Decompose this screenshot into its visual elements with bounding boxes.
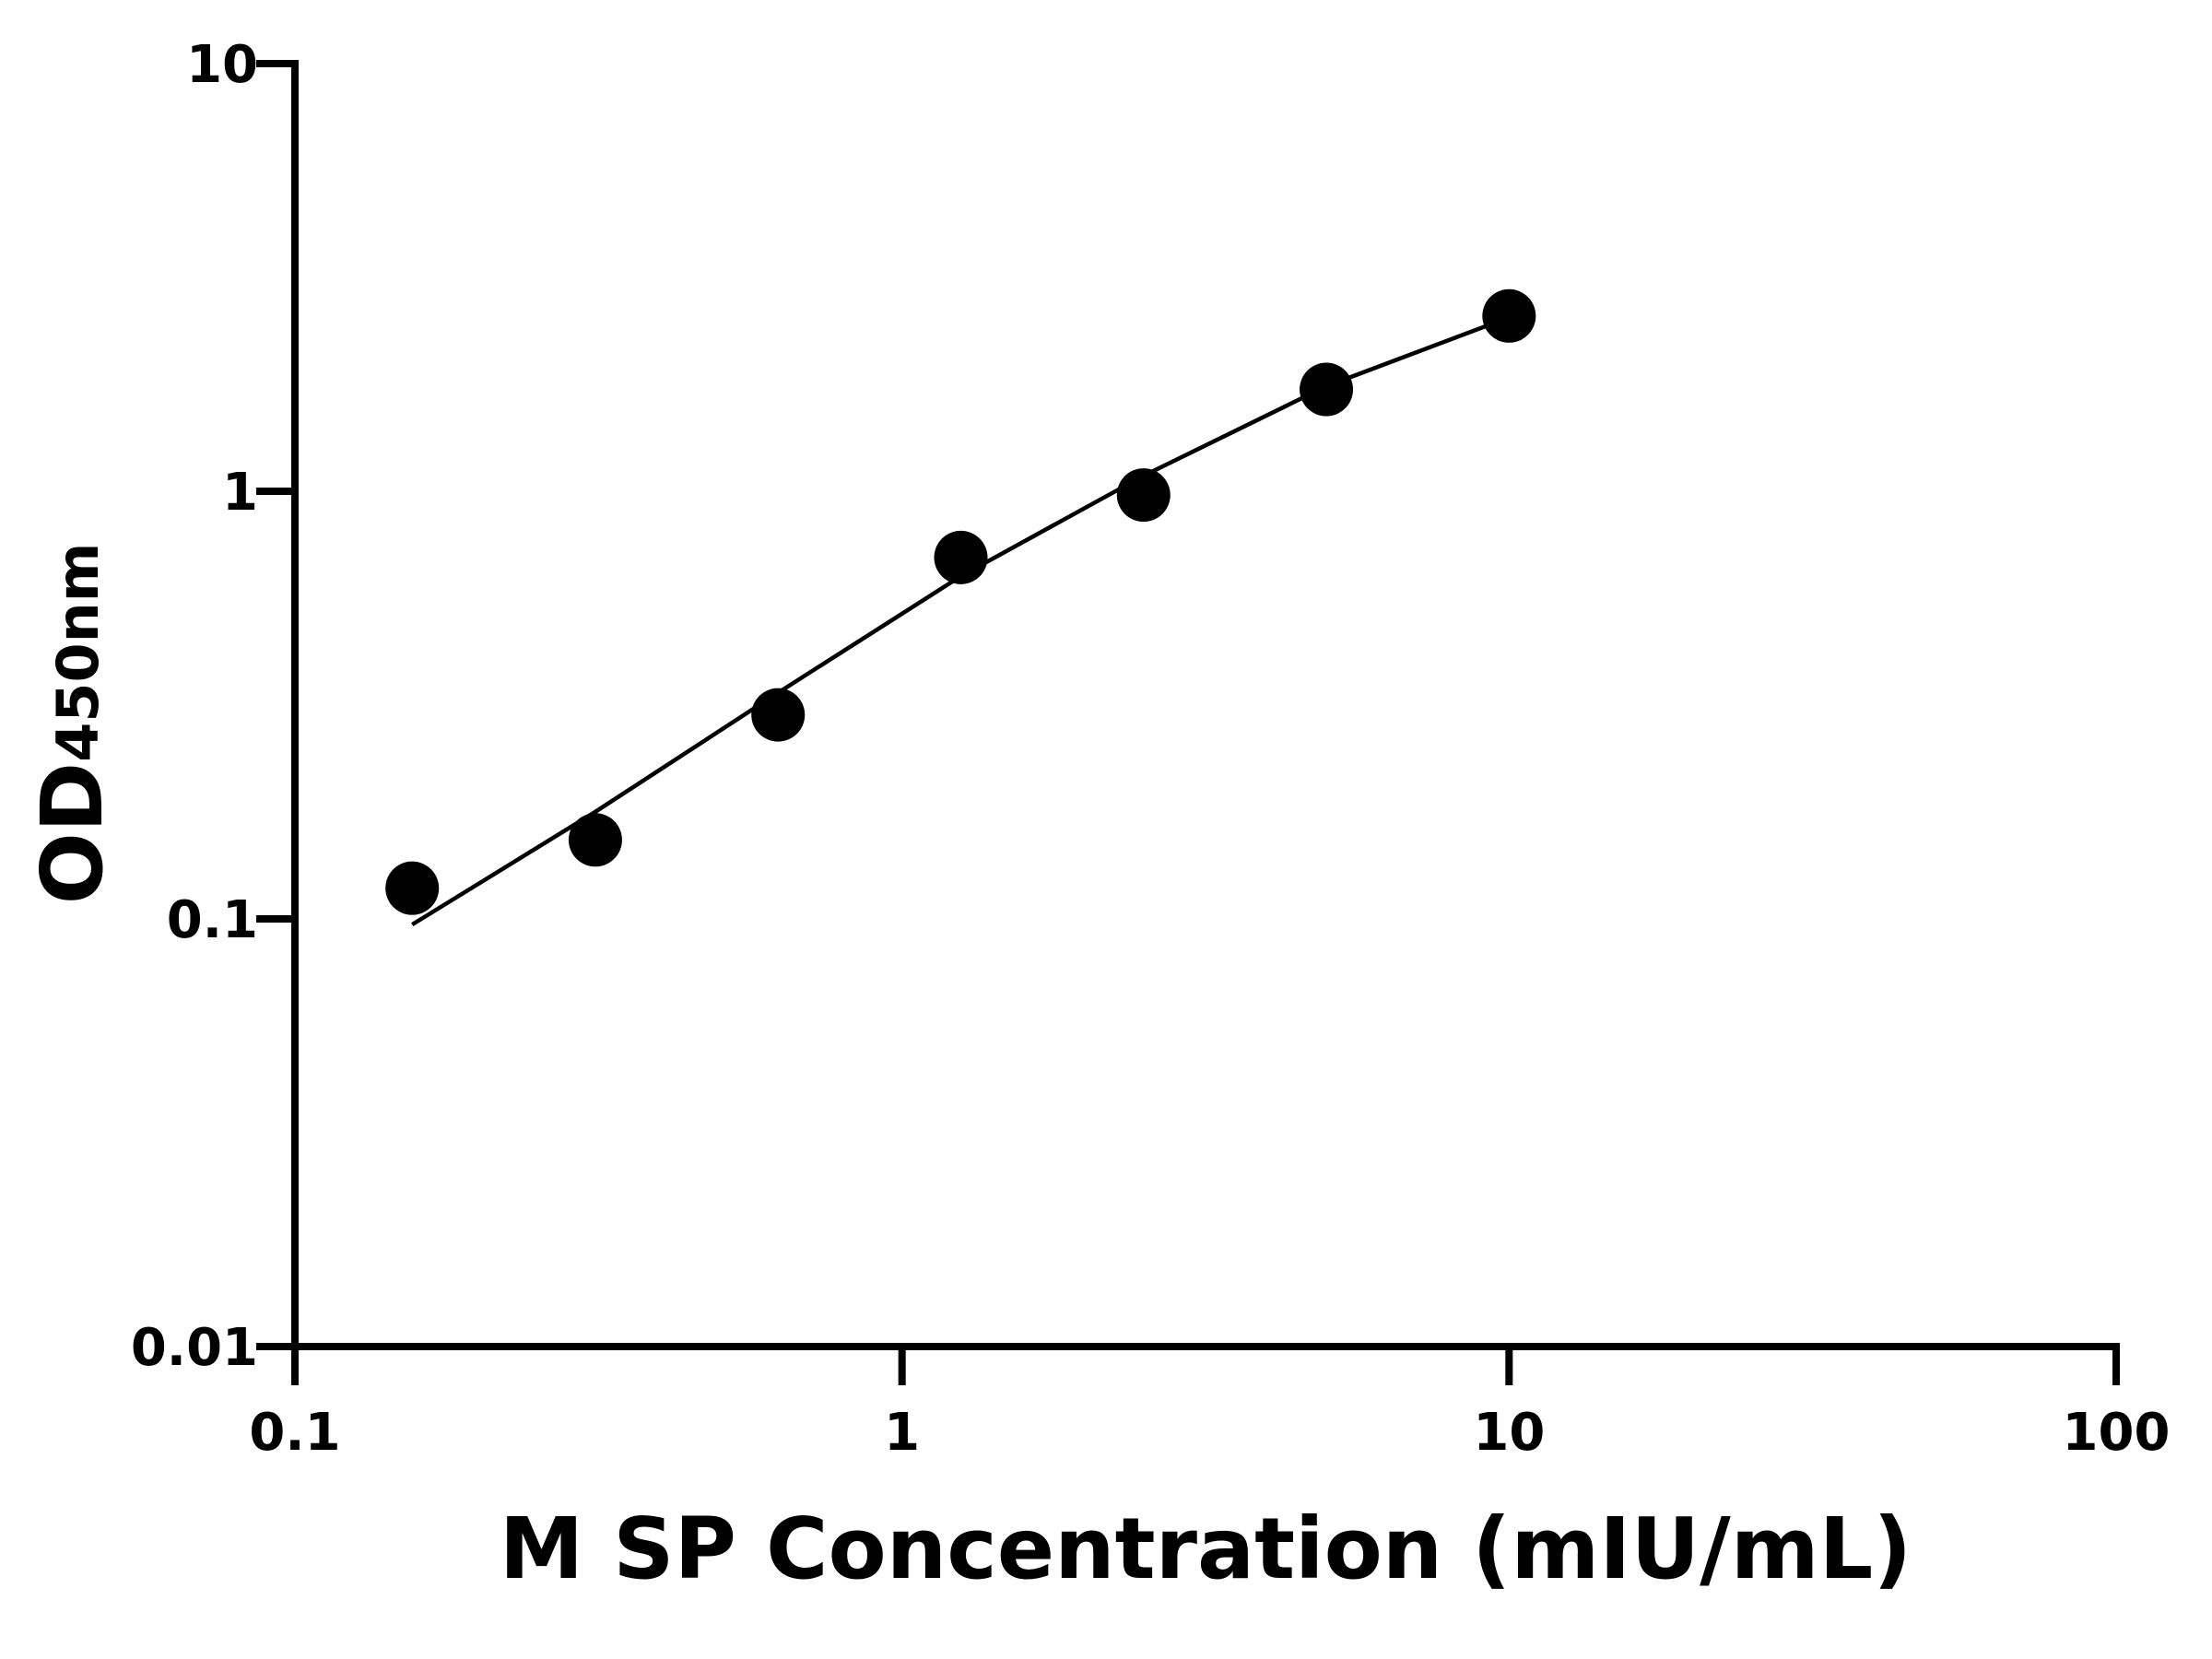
y-axis-title-subscript: 450nm [44, 543, 112, 762]
y-tick-label: 0.1 [167, 890, 258, 950]
x-tick-label: 0.1 [249, 1403, 340, 1463]
x-tick-label: 1 [884, 1403, 920, 1463]
y-axis-title: OD450nm [23, 543, 122, 905]
data-point [1116, 468, 1171, 523]
data-point [1482, 288, 1536, 343]
data-point [568, 813, 622, 867]
x-tick-label: 10 [1473, 1403, 1545, 1463]
data-point [385, 861, 440, 915]
data-point [934, 530, 988, 584]
y-tick-label: 0.01 [131, 1318, 258, 1378]
x-tick-label: 100 [2063, 1403, 2171, 1463]
y-tick-label: 10 [186, 35, 258, 95]
x-axis-title: M SP Concentration (mIU/mL) [500, 1500, 1912, 1598]
data-point [1300, 362, 1354, 417]
y-tick-label: 1 [222, 463, 258, 523]
y-axis-title-main: OD [23, 762, 122, 905]
data-point [751, 688, 806, 742]
